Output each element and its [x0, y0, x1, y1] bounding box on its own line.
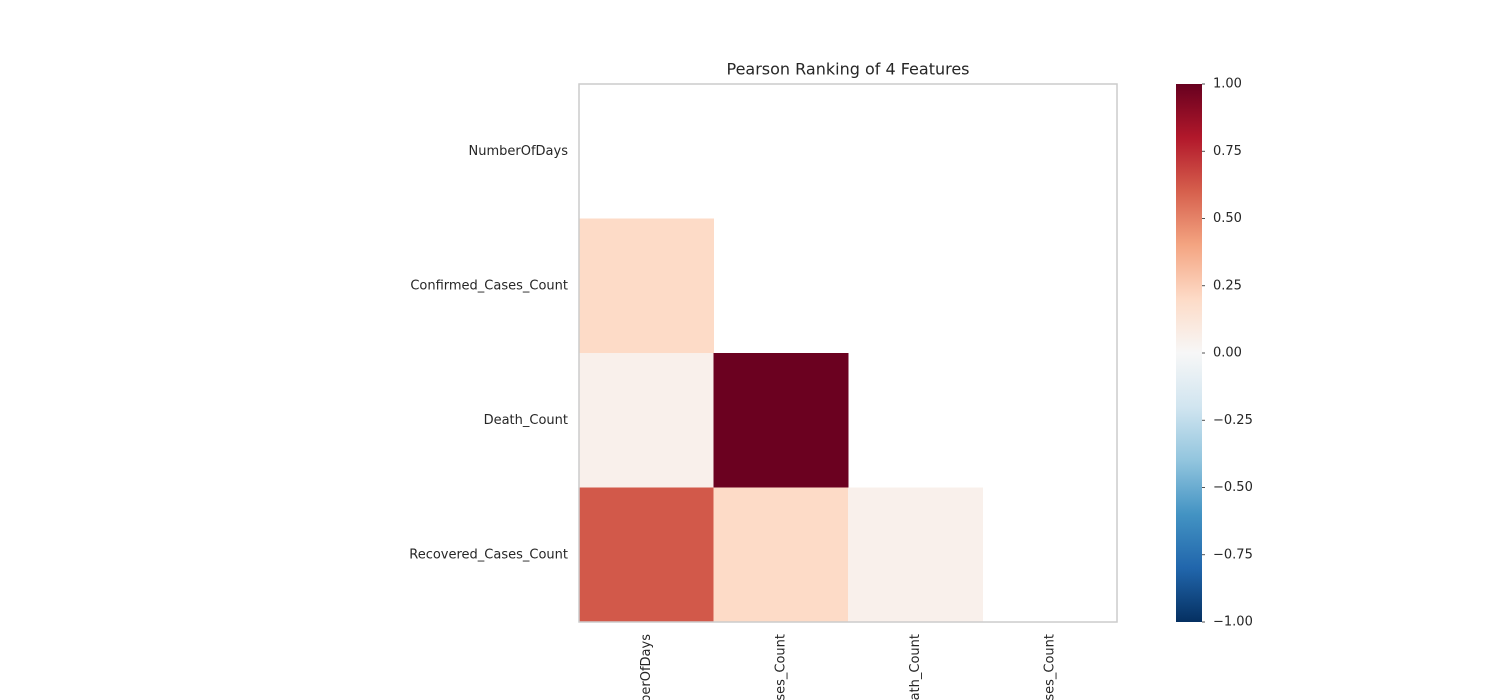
colorbar-tick-label: −0.25 [1213, 413, 1253, 428]
colorbar-tick-label: 1.00 [1213, 77, 1242, 92]
heatmap-cell [848, 487, 983, 623]
colorbar-tick-label: −0.50 [1213, 480, 1253, 495]
y-tick-label: Death_Count [484, 413, 568, 428]
colorbar-tick-label: 0.25 [1213, 278, 1242, 293]
colorbar-tick-label: −1.00 [1213, 615, 1253, 630]
colorbar-tick-label: 0.75 [1213, 144, 1242, 159]
colorbar-tick-label: 0.50 [1213, 211, 1242, 226]
x-tick-label: Confirmed_Cases_Count [773, 634, 788, 700]
heatmap-cell [579, 218, 714, 354]
colorbar-tick-label: 0.00 [1213, 346, 1242, 361]
x-tick-label: Death_Count [908, 634, 923, 700]
heatmap-cell [713, 487, 849, 623]
y-tick-label: Recovered_Cases_Count [409, 547, 568, 562]
colorbar-tick-label: −0.75 [1213, 547, 1253, 562]
chart-title: Pearson Ranking of 4 Features [726, 60, 969, 79]
heatmap-cell [713, 353, 849, 488]
heatmap-cell [579, 353, 714, 488]
plot-frame [578, 83, 1118, 623]
x-tick-label: Recovered_Cases_Count [1042, 634, 1057, 700]
y-tick-label: NumberOfDays [469, 144, 569, 159]
colorbar [1176, 84, 1202, 622]
y-tick-label: Confirmed_Cases_Count [410, 278, 568, 293]
x-tick-label: NumberOfDays [639, 634, 654, 700]
heatmap-cell [579, 487, 714, 623]
